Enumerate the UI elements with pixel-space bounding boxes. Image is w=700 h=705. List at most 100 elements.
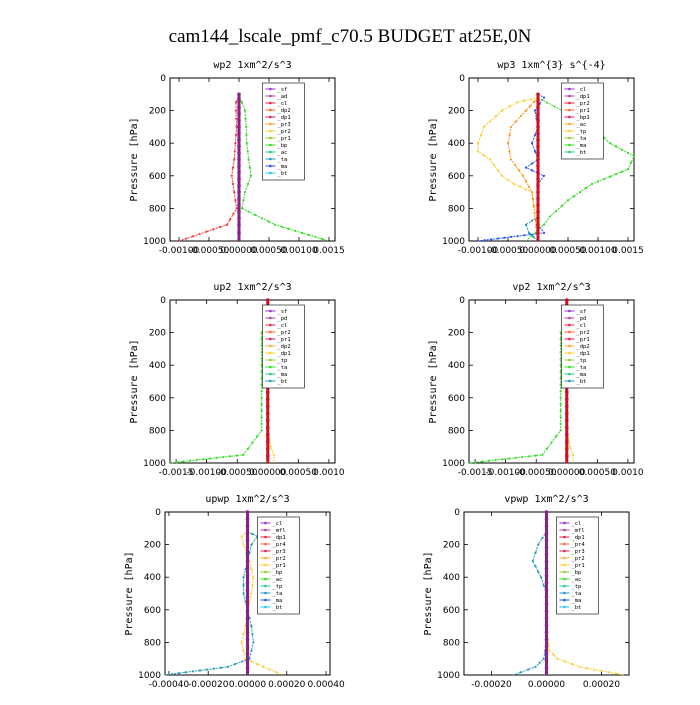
legend-label: _ta	[272, 591, 282, 597]
series-marker	[566, 199, 570, 202]
series-marker	[559, 396, 562, 399]
series-marker	[514, 120, 518, 123]
series-marker	[608, 175, 612, 178]
legend-label: _bp	[272, 570, 282, 576]
legend-label: _ta	[571, 591, 581, 597]
y-axis-label: Pressure [hPa]	[428, 117, 439, 201]
series-marker	[559, 409, 562, 412]
series-marker	[245, 581, 250, 585]
series-marker	[528, 105, 532, 108]
legend-marker	[563, 542, 566, 546]
series-marker	[234, 101, 238, 104]
series-marker	[275, 671, 278, 674]
legend-marker	[568, 108, 571, 112]
series-marker	[482, 125, 486, 128]
panel-4: vp2 1xm^2/s^3 Pressure [hPa] 0 200 400 600 800…	[428, 282, 644, 478]
y-tick-label: 0	[454, 508, 460, 518]
legend-marker	[264, 563, 267, 567]
legend-label: _tp	[576, 358, 586, 364]
series-marker	[544, 644, 549, 649]
series-marker	[240, 207, 244, 210]
series-marker	[250, 660, 253, 663]
series-marker	[222, 455, 225, 459]
series-marker	[265, 432, 270, 437]
series-marker	[237, 203, 241, 207]
series-marker	[629, 161, 633, 164]
legend-marker	[264, 584, 267, 588]
series-marker	[265, 411, 270, 416]
legend-label: _pr2	[277, 129, 290, 135]
series-marker	[184, 237, 187, 240]
legend-marker	[563, 598, 566, 602]
y-tick-label: 1000	[143, 459, 166, 469]
legend-marker	[264, 535, 267, 539]
series-marker	[245, 616, 250, 621]
series-marker	[251, 633, 254, 636]
series-marker	[600, 669, 603, 673]
panel-title: wp3 1xm^{3} s^{-4}	[497, 60, 605, 71]
series-marker	[307, 233, 310, 236]
series-marker	[542, 657, 545, 660]
legend-marker	[264, 549, 267, 553]
series-marker	[626, 168, 630, 171]
series-marker	[245, 651, 250, 656]
series-marker	[487, 459, 491, 462]
series-marker	[237, 222, 241, 227]
x-tick-label: -0.00100	[485, 468, 526, 478]
legend-label: _ta	[277, 157, 287, 163]
series-marker	[246, 150, 249, 153]
series-marker	[534, 454, 537, 457]
series-marker	[237, 196, 241, 201]
y-tick-label: 0	[160, 74, 166, 84]
series-marker	[532, 235, 535, 239]
x-tick-label: -0.00050	[189, 246, 230, 256]
series-marker	[509, 158, 513, 161]
legend-marker	[563, 605, 566, 609]
series-marker	[536, 170, 540, 175]
series-marker	[533, 133, 537, 137]
series-marker	[265, 454, 270, 458]
legend-marker	[563, 577, 566, 581]
legend-marker	[563, 521, 566, 525]
series-marker	[507, 457, 511, 460]
y-tick-label: 600	[448, 172, 465, 182]
series-marker	[235, 125, 238, 128]
x-tick-label: 0.0010	[313, 468, 345, 478]
series-marker	[237, 144, 241, 149]
series-marker	[247, 210, 250, 213]
x-tick-label: 0.00050	[280, 468, 317, 478]
series-marker	[544, 517, 549, 521]
series-marker	[544, 659, 549, 663]
series-marker	[252, 641, 255, 644]
series-marker	[245, 630, 250, 635]
y-tick-label: 200	[448, 107, 465, 117]
series-marker	[482, 154, 486, 157]
series-group	[468, 298, 574, 464]
series-marker	[544, 531, 549, 536]
x-tick-label: -0.00020	[188, 680, 229, 690]
panel-title: vpwp 1xm^2/s^3	[504, 494, 588, 505]
legend-label: _dp1	[576, 351, 589, 357]
series-marker	[537, 570, 540, 573]
series-marker	[536, 203, 540, 207]
series-marker	[254, 213, 257, 217]
series-marker	[534, 551, 537, 554]
series-marker	[202, 458, 205, 461]
legend-label: _ma	[277, 372, 287, 378]
series-marker	[496, 169, 500, 172]
legend-label: _ac	[277, 150, 287, 156]
series-marker	[556, 657, 559, 660]
legend-marker	[264, 528, 267, 532]
series-marker	[532, 100, 536, 104]
series-marker	[536, 209, 540, 214]
x-tick-label: 0.00100	[579, 246, 616, 256]
legend-marker	[568, 87, 571, 91]
series-marker	[243, 191, 247, 194]
series-marker	[518, 185, 522, 188]
series-marker	[262, 665, 265, 668]
series-marker	[530, 142, 534, 145]
series-line-dp1	[169, 319, 269, 464]
series-marker	[544, 666, 549, 670]
series-marker	[260, 409, 263, 412]
legend-label: _pr1	[571, 563, 584, 569]
